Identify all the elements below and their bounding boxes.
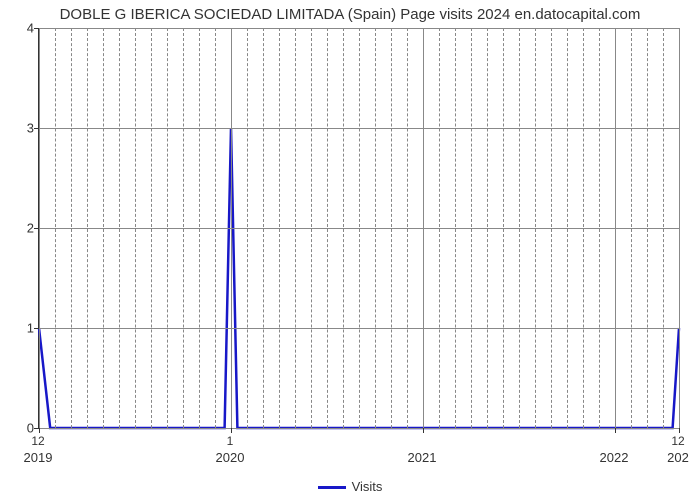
legend-label: Visits: [352, 479, 383, 494]
vgrid-minor: [391, 28, 392, 428]
x-tick-mark: [615, 428, 616, 433]
vgrid-minor: [375, 28, 376, 428]
vgrid-minor: [119, 28, 120, 428]
vgrid-minor: [599, 28, 600, 428]
x-tick-mark: [679, 428, 680, 433]
x-tick-label-major: 2020: [216, 450, 245, 465]
y-tick-label: 1: [4, 321, 34, 336]
legend: Visits: [0, 479, 700, 494]
x-tick-mark: [39, 428, 40, 433]
y-tick-label: 2: [4, 221, 34, 236]
y-tick-label: 3: [4, 121, 34, 136]
vgrid-minor: [135, 28, 136, 428]
vgrid-minor: [583, 28, 584, 428]
vgrid-minor: [71, 28, 72, 428]
x-tick-label-major: 2019: [24, 450, 53, 465]
x-tick-label-major: 2022: [600, 450, 629, 465]
vgrid-minor: [439, 28, 440, 428]
vgrid-minor: [519, 28, 520, 428]
vgrid-minor: [551, 28, 552, 428]
vgrid-minor: [247, 28, 248, 428]
vgrid-minor: [263, 28, 264, 428]
vgrid-minor: [631, 28, 632, 428]
vgrid-minor: [183, 28, 184, 428]
vgrid-minor: [311, 28, 312, 428]
vgrid-major: [423, 28, 424, 428]
vgrid-minor: [55, 28, 56, 428]
vgrid-minor: [151, 28, 152, 428]
vgrid-minor: [407, 28, 408, 428]
vgrid-minor: [359, 28, 360, 428]
vgrid-minor: [343, 28, 344, 428]
vgrid-major: [39, 28, 40, 428]
x-tick-mark: [231, 428, 232, 433]
x-tick-label-minor: 1: [227, 434, 234, 448]
vgrid-minor: [487, 28, 488, 428]
x-tick-mark: [423, 428, 424, 433]
vgrid-minor: [87, 28, 88, 428]
x-tick-label-major: 202: [667, 450, 689, 465]
vgrid-major: [615, 28, 616, 428]
y-tick-label: 0: [4, 421, 34, 436]
vgrid-minor: [279, 28, 280, 428]
vgrid-minor: [295, 28, 296, 428]
vgrid-minor: [663, 28, 664, 428]
x-tick-label-minor: 12: [671, 434, 684, 448]
x-tick-label-minor: 12: [31, 434, 44, 448]
hgrid-line: [39, 428, 679, 429]
vgrid-major: [231, 28, 232, 428]
vgrid-minor: [215, 28, 216, 428]
vgrid-minor: [567, 28, 568, 428]
vgrid-minor: [471, 28, 472, 428]
x-tick-label-major: 2021: [408, 450, 437, 465]
vgrid-minor: [503, 28, 504, 428]
y-tick-label: 4: [4, 21, 34, 36]
vgrid-minor: [199, 28, 200, 428]
plot-area: [38, 28, 679, 429]
vgrid-minor: [647, 28, 648, 428]
vgrid-minor: [535, 28, 536, 428]
chart-title: DOBLE G IBERICA SOCIEDAD LIMITADA (Spain…: [0, 6, 700, 23]
vgrid-minor: [327, 28, 328, 428]
vgrid-minor: [455, 28, 456, 428]
chart-container: DOBLE G IBERICA SOCIEDAD LIMITADA (Spain…: [0, 0, 700, 500]
vgrid-major: [679, 28, 680, 428]
legend-swatch: [318, 486, 346, 489]
vgrid-minor: [167, 28, 168, 428]
vgrid-minor: [103, 28, 104, 428]
